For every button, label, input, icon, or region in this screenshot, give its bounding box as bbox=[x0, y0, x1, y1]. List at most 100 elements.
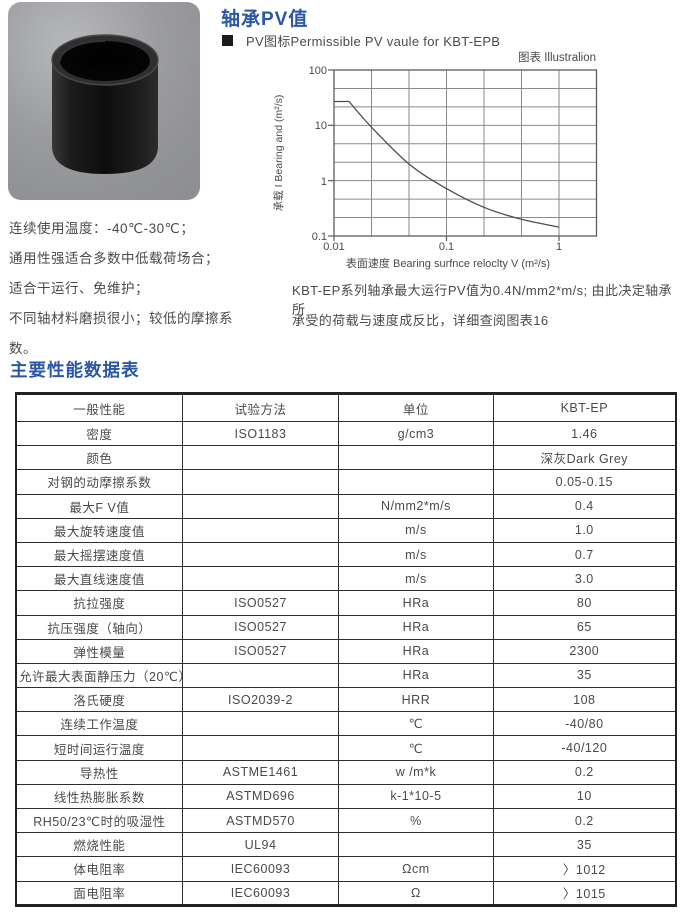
performance-table: 一般性能 试验方法 单位 KBT-EP 密度 ISO1183 g/cm3 1.46 颜色… bbox=[15, 392, 677, 907]
table-cell: ℃ bbox=[338, 735, 494, 761]
table-cell: 35 bbox=[492, 662, 677, 689]
feature-line: 通用性强适合多数中低载荷场合； bbox=[9, 251, 219, 266]
table-cell: 深灰Dark Grey bbox=[492, 445, 677, 471]
table-cell bbox=[181, 566, 340, 592]
table-cell: 35 bbox=[492, 832, 677, 858]
chart-title: 图表 Illustralion bbox=[518, 50, 596, 64]
table-cell: RH50/23℃时的吸湿性 bbox=[15, 807, 183, 834]
table-cell: HRR bbox=[338, 687, 494, 713]
table-row: 面电阻率 IEC60093 Ω 〉1015 bbox=[15, 880, 677, 906]
table-cell: k-1*10-5 bbox=[338, 783, 494, 810]
table-cell bbox=[338, 445, 494, 471]
table-cell: m/s bbox=[338, 517, 494, 543]
table-row: 燃烧性能 UL94 35 bbox=[15, 832, 677, 858]
table-cell: UL94 bbox=[181, 832, 340, 858]
table-cell: w /m*k bbox=[338, 759, 494, 785]
table-row: 抗拉强度 ISO0527 HRa 80 bbox=[15, 590, 677, 616]
table-cell: ISO2039-2 bbox=[181, 687, 340, 713]
table-header-cell: 试验方法 bbox=[181, 393, 340, 422]
table-cell: ASTMD696 bbox=[181, 783, 340, 810]
chart-grid bbox=[328, 69, 597, 241]
table-cell: 3.0 bbox=[492, 566, 677, 592]
table-cell: 0.2 bbox=[492, 759, 677, 785]
table-cell: 抗压强度（轴向） bbox=[15, 614, 183, 640]
table-cell: -40/120 bbox=[492, 735, 677, 761]
table-cell: HRa bbox=[338, 638, 494, 664]
table-cell: 抗拉强度 bbox=[15, 590, 183, 616]
chart-caption-line1: KBT-EP系列轴承最大运行PV值为0.4N/mm2*m/s; 由此决定轴承所 bbox=[292, 283, 672, 317]
table-cell: IEC60093 bbox=[181, 880, 340, 906]
table-cell: N/mm2*m/s bbox=[338, 493, 494, 519]
x-axis-label: 表面速度 Bearing surfnce reloclty V (m²/s) bbox=[346, 256, 550, 270]
y-tick-label: 10 bbox=[315, 120, 327, 132]
table-cell: % bbox=[338, 807, 494, 834]
table-cell bbox=[181, 735, 340, 761]
table-cell bbox=[181, 493, 340, 519]
table-cell: 最大直线速度值 bbox=[15, 566, 183, 592]
table-row: 密度 ISO1183 g/cm3 1.46 bbox=[15, 420, 677, 447]
table-cell: 洛氏硬度 bbox=[15, 687, 183, 713]
table-cell: IEC60093 bbox=[181, 856, 340, 882]
table-cell: 1.0 bbox=[492, 517, 677, 543]
y-tick-label: 1 bbox=[321, 176, 327, 188]
feature-line: 不同轴材料磨损很小；较低的摩擦系数。 bbox=[9, 311, 233, 356]
table-cell: 80 bbox=[492, 590, 677, 616]
table-cell bbox=[181, 469, 340, 495]
table-row: 最大旋转速度值 m/s 1.0 bbox=[15, 517, 677, 543]
table-row: 对钢的动摩擦系数 0.05-0.15 bbox=[15, 469, 677, 495]
table-cell: 最大旋转速度值 bbox=[15, 517, 183, 543]
bearing-product-image bbox=[8, 2, 200, 200]
table-cell: 2300 bbox=[492, 638, 677, 664]
table-row: 抗压强度（轴向） ISO0527 HRa 65 bbox=[15, 614, 677, 640]
table-header-cell: 单位 bbox=[338, 393, 494, 422]
y-axis-label: 承载 I Bearing and (m²/s) bbox=[273, 95, 285, 212]
table-cell: 〉1012 bbox=[492, 856, 677, 882]
section-title-performance-table: 主要性能数据表 bbox=[10, 360, 140, 380]
section-title-pv: 轴承PV值 bbox=[221, 9, 309, 30]
table-cell: ISO1183 bbox=[181, 420, 340, 447]
table-cell: 颜色 bbox=[15, 445, 183, 471]
table-cell: 108 bbox=[492, 687, 677, 713]
table-cell: ISO0527 bbox=[181, 590, 340, 616]
x-tick-label: 1 bbox=[556, 241, 562, 253]
table-cell: 面电阻率 bbox=[15, 880, 183, 906]
chart-heading-row: PV图标Permissible PV vaule for KBT-EPB bbox=[222, 31, 500, 50]
table-cell bbox=[181, 517, 340, 543]
black-square-bullet-icon bbox=[222, 35, 233, 46]
table-row: 颜色 深灰Dark Grey bbox=[15, 445, 677, 471]
table-cell bbox=[181, 445, 340, 471]
table-cell: 最大摇摆速度值 bbox=[15, 541, 183, 568]
table-cell: 对钢的动摩擦系数 bbox=[15, 469, 183, 495]
table-cell: g/cm3 bbox=[338, 420, 494, 447]
table-cell: 10 bbox=[492, 783, 677, 810]
table-cell: HRa bbox=[338, 590, 494, 616]
table-row: 线性热膨胀系数 ASTMD696 k-1*10-5 10 bbox=[15, 783, 677, 810]
table-row: 体电阻率 IEC60093 Ωcm 〉1012 bbox=[15, 856, 677, 882]
table-cell: 连续工作温度 bbox=[15, 711, 183, 737]
table-cell: 允许最大表面静压力（20℃） bbox=[15, 662, 183, 689]
chart-plot-border bbox=[333, 69, 598, 237]
table-cell: ISO0527 bbox=[181, 614, 340, 640]
table-row: 洛氏硬度 ISO2039-2 HRR 108 bbox=[15, 687, 677, 713]
table-cell: Ω bbox=[338, 880, 494, 906]
bearing-illustration bbox=[51, 34, 159, 174]
table-cell: HRa bbox=[338, 614, 494, 640]
feature-line: 适合干运行、免维护； bbox=[9, 281, 149, 296]
table-cell: 0.05-0.15 bbox=[492, 469, 677, 495]
table-cell: 65 bbox=[492, 614, 677, 640]
table-cell bbox=[338, 832, 494, 858]
table-row: 弹性模量 ISO0527 HRa 2300 bbox=[15, 638, 677, 664]
table-cell: 密度 bbox=[15, 420, 183, 447]
pv-limit-curve bbox=[334, 100, 560, 228]
table-cell: 最大F V值 bbox=[15, 493, 183, 519]
table-cell: 短时间运行温度 bbox=[15, 735, 183, 761]
table-row: RH50/23℃时的吸湿性 ASTMD570% 0.2 bbox=[15, 807, 677, 834]
table-header-row: 一般性能 试验方法 单位 KBT-EP bbox=[15, 393, 677, 422]
table-cell: m/s bbox=[338, 566, 494, 592]
table-cell: m/s bbox=[338, 541, 494, 568]
table-cell: HRa bbox=[338, 662, 494, 689]
table-header-cell: KBT-EP bbox=[492, 393, 677, 422]
table-cell: 0.7 bbox=[492, 541, 677, 568]
table-cell: 0.2 bbox=[492, 807, 677, 834]
table-row: 连续工作温度 ℃ -40/80 bbox=[15, 711, 677, 737]
